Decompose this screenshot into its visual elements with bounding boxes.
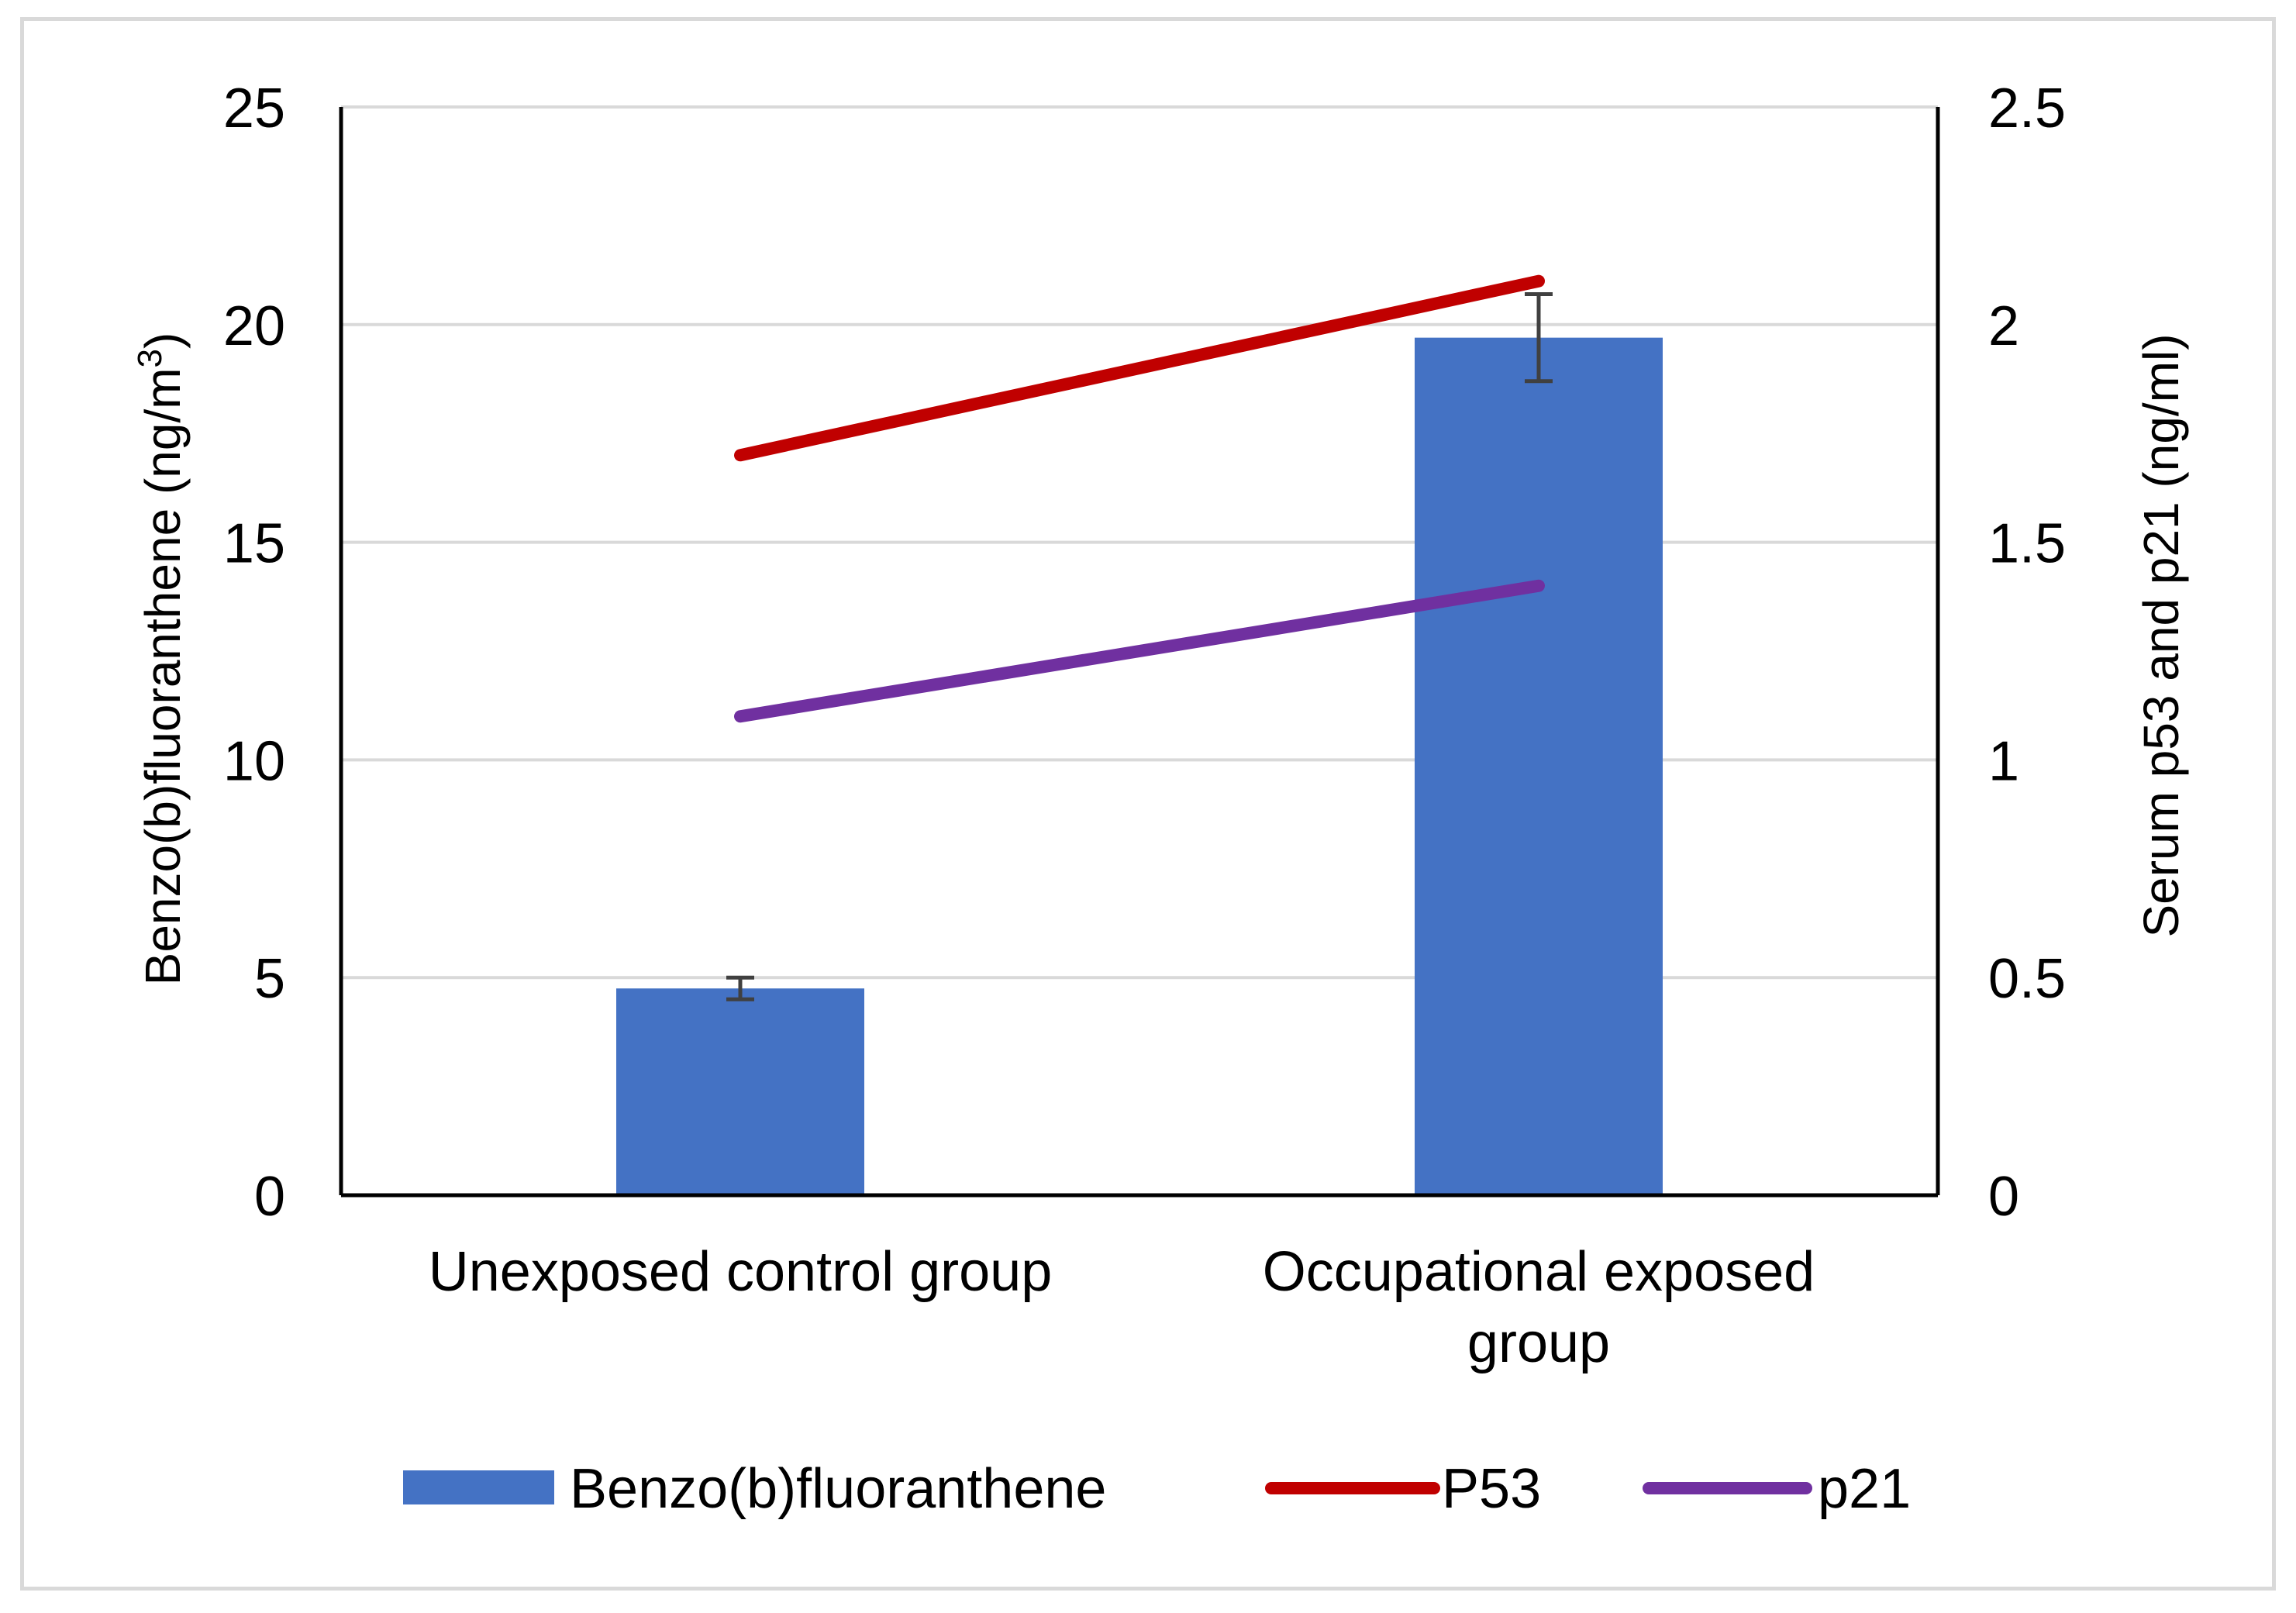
right-tick-label: 2 [1988, 295, 2019, 357]
legend-swatch-benzo [403, 1470, 554, 1504]
legend: Benzo(b)fluoranthene P53 p21 [403, 1458, 1911, 1520]
right-axis-title: Serum p53 and p21 (ng/ml) [2133, 333, 2189, 937]
left-tick-label: 25 [223, 78, 285, 140]
axes [339, 107, 1940, 1198]
left-axis-title-end: ) [135, 333, 191, 349]
bar [616, 988, 864, 1195]
right-tick-label: 0 [1988, 1166, 2019, 1228]
right-axis-ticks: 0 0.5 1 1.5 2 2.5 [1988, 78, 2066, 1228]
bar-series [616, 291, 1663, 1196]
legend-label-p21: p21 [1818, 1458, 1911, 1520]
left-axis-ticks: 0 5 10 15 20 25 [223, 78, 285, 1228]
legend-label-benzo: Benzo(b)fluoranthene [570, 1458, 1106, 1520]
category-label: Occupational exposed [1263, 1241, 1815, 1303]
line-p53 [734, 274, 1545, 462]
category-label: Unexposed control group [429, 1241, 1053, 1303]
line-p21 [734, 579, 1545, 723]
left-axis-title-sup: 3 [131, 349, 169, 367]
legend-label-p53: P53 [1442, 1458, 1541, 1520]
left-tick-label: 20 [223, 295, 285, 357]
right-tick-label: 1.5 [1988, 513, 2066, 575]
gridlines [341, 105, 1938, 980]
category-labels: Unexposed control group Occupational expo… [429, 1241, 1815, 1374]
right-tick-label: 2.5 [1988, 78, 2066, 140]
bar [1415, 337, 1663, 1196]
left-tick-label: 0 [254, 1166, 285, 1228]
left-tick-label: 10 [223, 730, 285, 792]
left-axis-title-main: Benzo(b)fluoranthene (ng/m [135, 367, 191, 985]
chart-frame [20, 17, 2276, 1591]
category-label: group [1467, 1312, 1610, 1374]
left-axis-title: Benzo(b)fluoranthene (ng/m3) [131, 333, 191, 986]
right-tick-label: 1 [1988, 730, 2019, 792]
left-tick-label: 15 [223, 513, 285, 575]
right-tick-label: 0.5 [1988, 948, 2066, 1010]
line-series [734, 274, 1545, 723]
left-tick-label: 5 [254, 948, 285, 1010]
